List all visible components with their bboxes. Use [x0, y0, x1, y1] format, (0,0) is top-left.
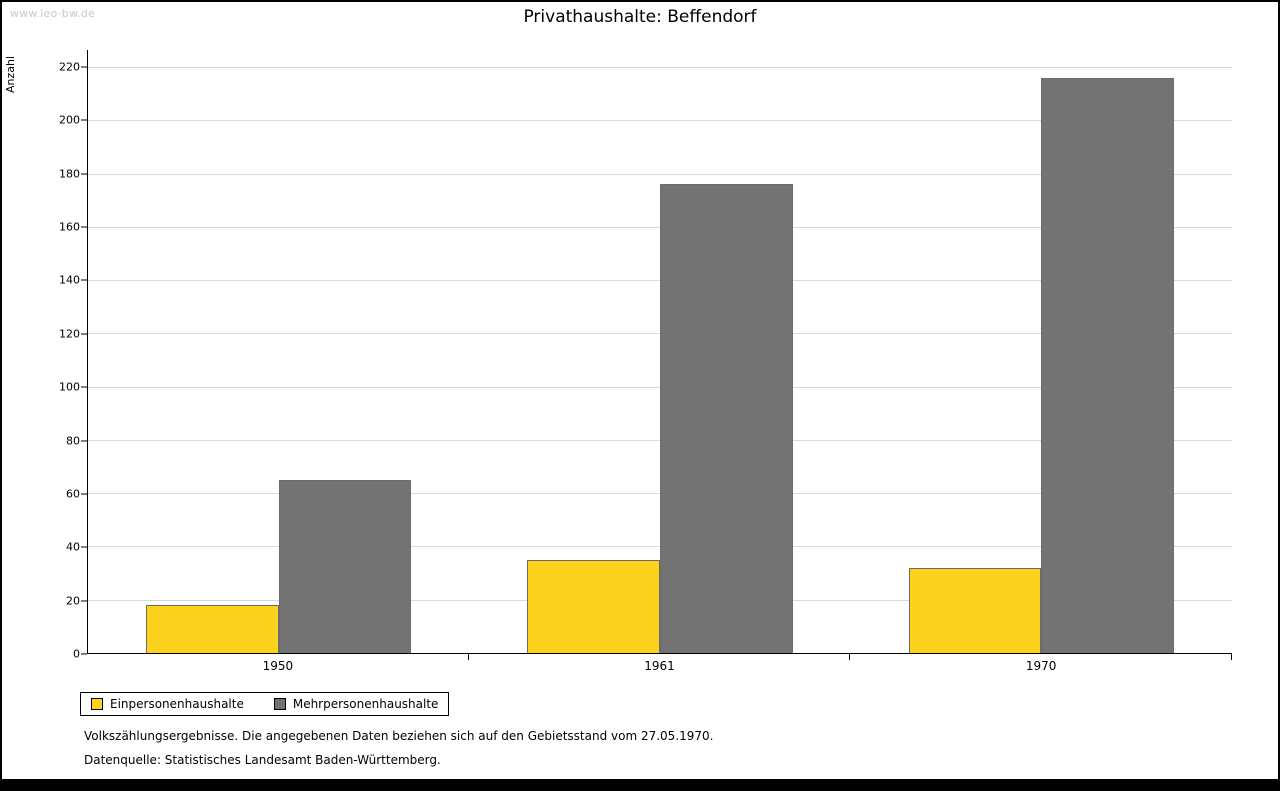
gridline — [88, 67, 1232, 68]
y-axis-tick-labels: 0 20 40 60 80 100 120 140 160 180 200 220 — [32, 62, 80, 660]
y-tick-mark — [81, 119, 87, 121]
watermark: www.leo-bw.de — [10, 7, 96, 20]
gridline — [88, 120, 1232, 122]
footnote-source-note: Volkszählungsergebnisse. Die angegebenen… — [84, 729, 714, 743]
legend-swatch — [273, 698, 286, 710]
x-tick-mark — [1231, 654, 1232, 660]
y-tick-mark — [81, 546, 87, 548]
bar-group-1970 — [851, 67, 1232, 653]
y-tick-label: 160 — [59, 220, 80, 234]
y-tick-label: 120 — [59, 327, 80, 341]
x-tick-mark — [467, 654, 469, 660]
y-axis-line-extension — [87, 50, 88, 67]
y-tick-mark — [81, 173, 87, 175]
y-tick-label: 80 — [66, 434, 80, 448]
y-tick-label: 200 — [59, 113, 80, 127]
chart-title: Privathaushalte: Beffendorf — [523, 7, 757, 27]
legend-item: Einpersonenhaushalte — [91, 697, 244, 711]
y-tick-mark — [81, 600, 87, 602]
y-tick-mark — [81, 279, 87, 281]
y-axis-label-text: Anzahl — [4, 55, 18, 93]
x-axis-tick-labels: 1950 1961 1970 — [87, 659, 1232, 673]
y-tick-mark — [81, 440, 87, 442]
y-tick-mark — [81, 333, 87, 335]
bar-einpersonenhaushalte-1970 — [908, 567, 1042, 653]
y-tick-label: 40 — [66, 540, 80, 554]
y-tick-label: 180 — [59, 167, 80, 181]
x-axis-tick-marks — [87, 654, 1232, 660]
y-tick-label: 60 — [66, 487, 80, 501]
bar-group-1961 — [469, 67, 850, 653]
bar-einpersonenhaushalte-1961 — [527, 559, 660, 653]
y-tick-mark — [81, 386, 87, 388]
legend-label: Einpersonenhaushalte — [110, 697, 244, 711]
y-tick-mark — [81, 66, 87, 68]
legend-swatch — [91, 698, 103, 710]
plot-area — [87, 67, 1232, 654]
bar-group-1950 — [88, 67, 469, 653]
legend-label: Mehrpersonenhaushalte — [292, 697, 439, 711]
bar-mehrpersonenhaushalte-1970 — [1041, 77, 1174, 653]
y-tick-mark — [81, 653, 87, 655]
y-tick-label: 140 — [59, 273, 80, 287]
y-tick-mark — [81, 226, 87, 228]
bar-einpersonenhaushalte-1950 — [145, 605, 279, 653]
y-axis-tick-marks — [81, 66, 87, 655]
y-tick-label: 0 — [73, 647, 80, 661]
y-tick-mark — [81, 493, 87, 495]
x-tick-mark — [849, 654, 851, 660]
y-axis-label: Anzahl — [2, 44, 20, 104]
x-tick-label-1950: 1950 — [262, 659, 294, 673]
legend: Einpersonenhaushalte Mehrpersonenhaushalt… — [80, 692, 450, 716]
bar-mehrpersonenhaushalte-1950 — [278, 479, 412, 653]
x-tick-label-1961: 1961 — [644, 659, 675, 673]
x-tick-label-1970: 1970 — [1025, 659, 1057, 673]
gridline — [88, 173, 1232, 175]
bars-container — [88, 67, 1232, 653]
footnote-data-source: Datenquelle: Statistisches Landesamt Bad… — [84, 753, 441, 767]
y-tick-label: 220 — [59, 60, 80, 74]
bottom-black-bar — [2, 779, 1278, 789]
bar-mehrpersonenhaushalte-1961 — [659, 184, 793, 653]
y-tick-label: 20 — [66, 594, 80, 608]
y-tick-label: 100 — [59, 380, 80, 394]
legend-item: Mehrpersonenhaushalte — [273, 697, 439, 711]
